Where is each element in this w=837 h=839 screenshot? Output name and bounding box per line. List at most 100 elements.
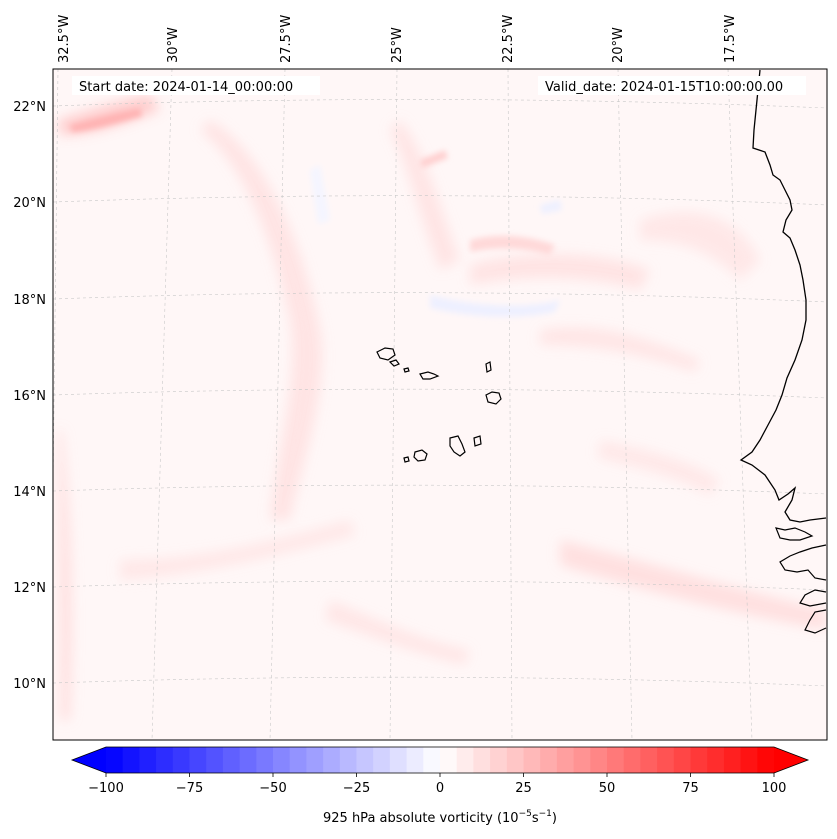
parallel-22n (53, 99, 827, 109)
colorbar-segment (590, 747, 608, 773)
island-santa-luzia (403, 367, 410, 373)
lat-label-18n: 18°N (13, 293, 46, 308)
island-brava (403, 456, 410, 463)
parallel-18n (53, 292, 827, 303)
africa-coastline-south (779, 544, 827, 634)
gridlines (53, 69, 827, 740)
colorbar-label-prefix: 925 hPa absolute vorticity (10 (323, 811, 519, 826)
colorbar-tick-label: −100 (88, 781, 124, 796)
colorbar-min-arrow (72, 747, 106, 773)
colorbar-segment (172, 747, 190, 773)
colorbar-segment (156, 747, 174, 773)
colorbar-segment (289, 747, 307, 773)
colorbar-segment (306, 747, 324, 773)
colorbar-segment (757, 747, 775, 773)
colorbar-segment (490, 747, 508, 773)
colorbar-label-suffix: ) (552, 811, 557, 826)
colorbar-segment (423, 747, 441, 773)
colorbar-segment (106, 747, 124, 773)
parallel-10n (53, 676, 827, 687)
map-frame (52, 68, 828, 741)
colorbar-tick-label: 0 (436, 781, 444, 796)
colorbar-max-arrow (774, 747, 808, 773)
meridian-17-5w (727, 69, 753, 740)
colorbar-segment (707, 747, 725, 773)
colorbar-tick-label: −50 (259, 781, 286, 796)
colorbar-segment (189, 747, 207, 773)
colorbar-segment (690, 747, 708, 773)
colorbar-segment (723, 747, 742, 773)
lon-label-27-5w: 27.5°W (279, 15, 294, 63)
lat-label-12n: 12°N (13, 581, 46, 596)
lat-label-14n: 14°N (13, 485, 46, 500)
colorbar-segment (373, 747, 391, 773)
field-background (53, 69, 827, 740)
map-panel: Start date: 2024-01-14_00:00:00 Valid_da… (53, 69, 827, 740)
colorbar-segment (356, 747, 374, 773)
start-date-box (72, 76, 320, 95)
island-sal (485, 361, 492, 373)
parallel-14n (53, 484, 827, 495)
colorbar-segment (339, 747, 357, 773)
colorbar-tick-label: 100 (762, 781, 787, 796)
colorbar-segment (222, 747, 241, 773)
colorbar-tick-label: 25 (515, 781, 532, 796)
colorbar-tick-label: 75 (682, 781, 699, 796)
colorbar-segment (556, 747, 575, 773)
colorbar-segment (523, 747, 541, 773)
colorbar-segment (256, 747, 274, 773)
island-sao-nicolau (419, 371, 440, 380)
colorbar-segment (440, 747, 458, 773)
longitude-labels: 32.5°W 30°W 27.5°W 25°W 22.5°W 20°W 17.5… (57, 15, 738, 63)
vorticity-field (58, 95, 826, 720)
colorbar-segment (740, 747, 758, 773)
island-santo-antao (376, 347, 396, 361)
island-boa-vista (485, 391, 502, 405)
colorbar-segment (206, 747, 224, 773)
island-maio (473, 435, 482, 447)
parallel-16n (53, 388, 827, 399)
colorbar-tick-label: 50 (599, 781, 616, 796)
valid-date-label: Valid_date: 2024-01-15T10:00:00.00 (545, 80, 783, 95)
lat-label-16n: 16°N (13, 389, 46, 404)
lat-label-10n: 10°N (13, 677, 46, 692)
meridian-20w (617, 69, 633, 740)
lon-label-22-5w: 22.5°W (501, 15, 516, 63)
colorbar-segment (540, 747, 558, 773)
colorbar: −100 −75 −50 −25 0 25 50 75 100 925 hPa absolute… (70, 746, 810, 826)
colorbar-segment (139, 747, 157, 773)
africa-coastline (739, 69, 827, 523)
lon-label-17-5w: 17.5°W (723, 15, 738, 63)
colorbar-label-exp1: −5 (519, 809, 532, 819)
latitude-labels: 22°N 20°N 18°N 16°N 14°N 12°N 10°N (13, 100, 46, 692)
colorbar-segment (573, 747, 591, 773)
island-fogo (413, 449, 428, 462)
colorbar-segment (657, 747, 675, 773)
lon-label-32-5w: 32.5°W (57, 15, 72, 63)
meridian-27-5w (269, 69, 286, 740)
lon-label-20w: 20°W (611, 27, 626, 63)
lat-label-22n: 22°N (13, 100, 46, 115)
colorbar-segment (673, 747, 691, 773)
colorbar-segment (273, 747, 291, 773)
island-sao-vicente (388, 359, 400, 367)
parallel-20n (53, 195, 827, 206)
colorbar-tick-label: −25 (343, 781, 370, 796)
meridian-30w (151, 69, 173, 740)
parallel-12n (53, 580, 827, 591)
colorbar-segment (640, 747, 658, 773)
colorbar-segment (456, 747, 474, 773)
colorbar-label: 925 hPa absolute vorticity (10−5s−1) (323, 809, 557, 826)
island-santiago (449, 435, 466, 457)
colorbar-segments (106, 747, 775, 773)
colorbar-segment (623, 747, 641, 773)
colorbar-segment (473, 747, 491, 773)
colorbar-segment (122, 747, 140, 773)
gambia-coast (775, 527, 814, 541)
colorbar-segment (607, 747, 625, 773)
colorbar-tick-label: −75 (176, 781, 203, 796)
colorbar-segment (239, 747, 257, 773)
meridian-25w (389, 69, 398, 740)
colorbar-label-mid: s (532, 811, 539, 826)
